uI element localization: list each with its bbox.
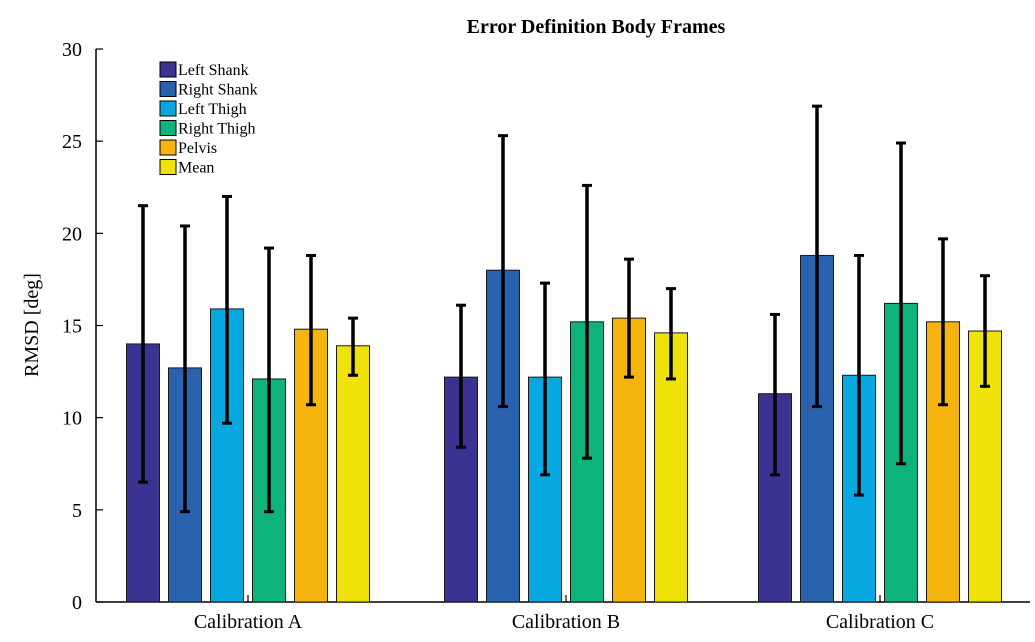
legend: Left Shank Right Shank Left Thigh Right Thi… [159, 61, 258, 177]
bar [570, 321, 604, 603]
bars-group [126, 254, 1002, 603]
x-tick-label: Calibration A [194, 611, 303, 633]
y-tick-label: 10 [62, 408, 82, 430]
legend-swatch [159, 100, 177, 117]
legend-swatch [159, 139, 177, 156]
legend-label: Pelvis [178, 140, 217, 157]
y-tick-label: 20 [62, 223, 82, 245]
axes: 0 5 10 15 20 25 30 Calibration A Calibration B Ca… [62, 39, 1030, 633]
legend-label: Left Thigh [178, 101, 247, 118]
legend-label: Right Shank [178, 82, 258, 99]
bar [210, 308, 244, 603]
legend-label: Right Thigh [178, 121, 256, 138]
legend-swatch [159, 81, 177, 97]
legend-swatch [159, 159, 177, 175]
chart-title: Error Definition Body Frames [467, 16, 726, 38]
y-tick-label: 15 [62, 316, 82, 338]
error-bars-group [138, 104, 990, 514]
y-tick-label: 30 [62, 39, 82, 61]
x-tick-label: Calibration B [512, 611, 620, 633]
legend-label: Mean [178, 160, 214, 177]
x-tick-label: Calibration C [826, 611, 934, 633]
legend-swatch [159, 61, 177, 78]
bar [336, 345, 370, 603]
y-axis-label: RMSD [deg] [21, 273, 43, 377]
y-tick-label: 0 [72, 592, 82, 614]
y-tick-label: 5 [72, 500, 82, 522]
bar [758, 393, 792, 603]
legend-label: Left Shank [178, 62, 249, 79]
y-tick-label: 25 [62, 131, 82, 153]
legend-swatch [159, 120, 177, 136]
